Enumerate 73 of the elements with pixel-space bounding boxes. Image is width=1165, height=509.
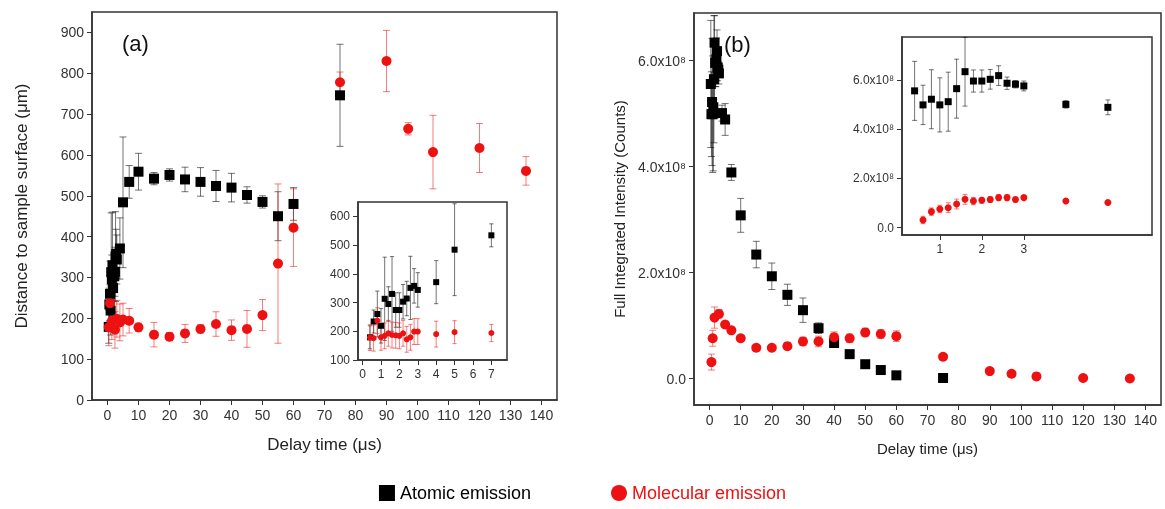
y-axis-title: Full Integrated Intensity (Counts) bbox=[611, 100, 629, 318]
x-tick-label: 0 bbox=[359, 367, 367, 381]
x-tick-label: 70 bbox=[919, 412, 936, 428]
annotation: (a) bbox=[122, 30, 149, 56]
y-tick-label: 4.0x10⁸ bbox=[852, 122, 894, 137]
y-tick-label: 800 bbox=[60, 65, 85, 82]
x-tick-label: 130 bbox=[498, 407, 523, 423]
x-tick-label: 2 bbox=[396, 367, 404, 381]
x-tick-label: 2 bbox=[978, 242, 986, 256]
x-tick-label: 90 bbox=[378, 407, 395, 423]
x-tick-label: 80 bbox=[950, 412, 967, 428]
x-axis-title: Delay time (μs) bbox=[876, 440, 979, 457]
y-tick-label: 400 bbox=[329, 266, 351, 281]
x-tick-label: 1 bbox=[936, 242, 944, 256]
x-tick-label: 20 bbox=[764, 412, 780, 428]
y-tick-label: 600 bbox=[60, 146, 85, 163]
x-tick-label: 120 bbox=[1071, 412, 1096, 428]
x-tick-label: 110 bbox=[437, 407, 460, 423]
x-tick-label: 140 bbox=[529, 407, 554, 423]
y-tick-label: 0 bbox=[76, 392, 85, 408]
x-tick-label: 1 bbox=[377, 367, 385, 381]
x-tick-label: 3 bbox=[414, 367, 422, 381]
x-tick-label: 100 bbox=[405, 407, 430, 423]
y-tick-label: 500 bbox=[329, 238, 351, 253]
y-tick-label: 700 bbox=[60, 106, 85, 123]
y-tick-label: 300 bbox=[329, 295, 351, 310]
x-tick-label: 4 bbox=[432, 367, 440, 381]
x-tick-label: 0 bbox=[705, 412, 714, 428]
x-tick-label: 10 bbox=[732, 412, 749, 428]
x-tick-label: 100 bbox=[1009, 412, 1033, 428]
x-tick-label: 60 bbox=[888, 412, 905, 428]
x-tick-label: 3 bbox=[1020, 242, 1028, 256]
y-tick-label: 6.0x10⁸ bbox=[852, 73, 894, 88]
x-tick-label: 50 bbox=[857, 412, 874, 428]
y-tick-label: 0.0 bbox=[877, 220, 895, 235]
y-tick-label: 900 bbox=[60, 24, 85, 41]
x-axis-title: Delay time (μs) bbox=[267, 435, 382, 454]
x-tick-label: 140 bbox=[1133, 412, 1158, 428]
x-tick-label: 6 bbox=[469, 367, 477, 381]
x-tick-label: 80 bbox=[347, 407, 364, 423]
x-tick-label: 120 bbox=[467, 407, 492, 423]
x-tick-label: 5 bbox=[451, 367, 459, 381]
y-tick-label: 600 bbox=[329, 209, 351, 224]
x-tick-label: 30 bbox=[795, 412, 811, 428]
x-tick-label: 40 bbox=[826, 412, 843, 428]
y-tick-label: 4.0x10⁸ bbox=[638, 158, 687, 175]
x-tick-label: 20 bbox=[161, 407, 178, 423]
x-tick-label: 130 bbox=[1102, 412, 1127, 428]
y-tick-label: 500 bbox=[60, 187, 85, 204]
y-tick-label: 400 bbox=[60, 228, 85, 245]
x-tick-label: 90 bbox=[981, 412, 998, 428]
x-tick-label: 60 bbox=[285, 407, 302, 423]
annotation: (b) bbox=[724, 31, 751, 57]
x-tick-label: 10 bbox=[130, 407, 147, 423]
y-axis-title: Distance to sample surface (μm) bbox=[12, 83, 31, 329]
y-tick-label: 200 bbox=[329, 324, 351, 339]
legend-label: Atomic emission bbox=[399, 483, 531, 503]
y-tick-label: 200 bbox=[60, 310, 85, 327]
y-tick-label: 0.0 bbox=[666, 370, 687, 387]
x-tick-label: 30 bbox=[192, 407, 209, 423]
x-tick-label: 7 bbox=[488, 367, 496, 381]
x-tick-label: 70 bbox=[316, 407, 333, 423]
legend-label: Molecular emission bbox=[631, 483, 787, 503]
y-tick-label: 100 bbox=[60, 351, 85, 368]
y-tick-label: 2.0x10⁸ bbox=[852, 171, 894, 186]
y-tick-label: 2.0x10⁸ bbox=[638, 264, 687, 281]
y-tick-label: 300 bbox=[60, 269, 85, 286]
x-tick-label: 40 bbox=[223, 407, 240, 423]
y-tick-label: 100 bbox=[329, 353, 351, 367]
x-tick-label: 110 bbox=[1040, 412, 1064, 428]
x-tick-label: 50 bbox=[254, 407, 271, 423]
x-tick-label: 0 bbox=[103, 407, 112, 423]
y-tick-label: 6.0x10⁸ bbox=[638, 52, 687, 69]
